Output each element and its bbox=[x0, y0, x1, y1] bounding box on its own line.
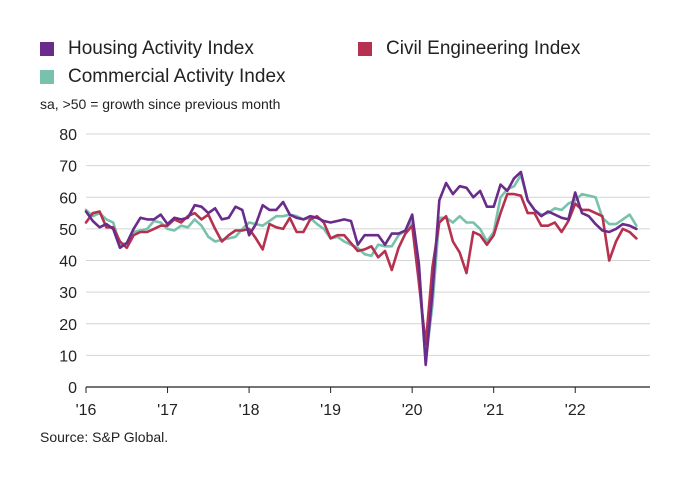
legend-item-commercial: Commercial Activity Index bbox=[40, 66, 286, 88]
x-tick-label-2019: '19 bbox=[320, 402, 341, 419]
y-tick-label-0: 0 bbox=[68, 380, 77, 397]
y-tick-label-20: 20 bbox=[59, 317, 77, 334]
x-tick-label-2018: '18 bbox=[239, 402, 260, 419]
legend-swatch-commercial bbox=[40, 70, 54, 84]
y-tick-label-30: 30 bbox=[59, 285, 77, 302]
x-tick-label-2022: '22 bbox=[565, 402, 586, 419]
legend-label-commercial: Commercial Activity Index bbox=[68, 66, 286, 87]
y-tick-label-80: 80 bbox=[59, 127, 77, 144]
legend-item-housing: Housing Activity Index bbox=[40, 38, 254, 60]
legend-swatch-housing bbox=[40, 42, 54, 56]
y-tick-label-50: 50 bbox=[59, 222, 77, 239]
x-tick-label-2020: '20 bbox=[402, 402, 423, 419]
y-tick-label-40: 40 bbox=[59, 254, 77, 271]
legend-label-housing: Housing Activity Index bbox=[68, 38, 254, 59]
y-tick-label-70: 70 bbox=[59, 159, 77, 176]
chart-subtitle: sa, >50 = growth since previous month bbox=[40, 96, 281, 112]
legend-label-civil: Civil Engineering Index bbox=[386, 38, 581, 59]
y-tick-label-10: 10 bbox=[59, 348, 77, 365]
series-line-housing bbox=[84, 170, 638, 367]
x-tick-label-2016: '16 bbox=[76, 402, 97, 419]
legend-swatch-civil bbox=[358, 42, 372, 56]
x-tick-label-2021: '21 bbox=[483, 402, 504, 419]
series-line-commercial bbox=[84, 173, 638, 362]
series-line-civil bbox=[84, 192, 638, 346]
y-tick-label-60: 60 bbox=[59, 190, 77, 207]
x-tick-label-2017: '17 bbox=[157, 402, 178, 419]
legend-item-civil: Civil Engineering Index bbox=[358, 38, 580, 60]
source-note: Source: S&P Global. bbox=[40, 429, 169, 445]
